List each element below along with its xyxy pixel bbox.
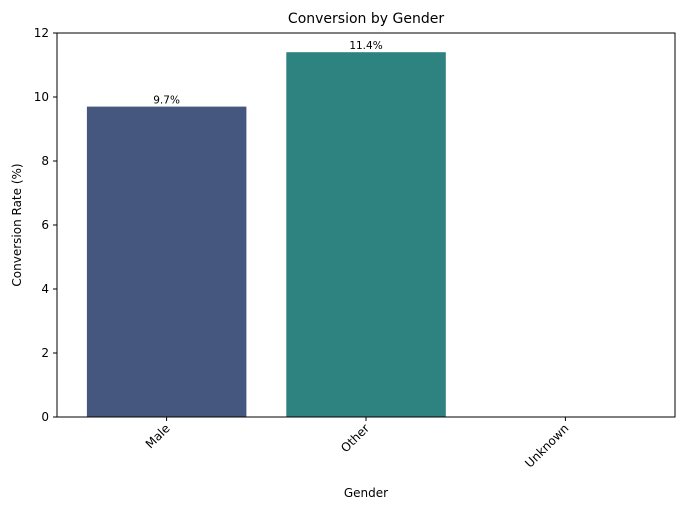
y-axis-label: Conversion Rate (%): [10, 163, 24, 286]
bar-male: [86, 106, 247, 417]
x-tick-label-unknown: Unknown: [522, 421, 571, 470]
bars-group: [86, 52, 446, 417]
y-tick-label: 2: [41, 346, 49, 360]
data-labels-group: 9.7% 11.4%: [153, 40, 382, 106]
y-tick-label: 6: [41, 218, 49, 232]
y-tick-label: 10: [34, 90, 49, 104]
x-axis-label: Gender: [344, 486, 388, 500]
y-axis: 0 2 4 6 8 10 12: [34, 26, 57, 424]
data-label-other: 11.4%: [349, 40, 382, 52]
bar-other: [286, 52, 446, 417]
x-axis: Male Other Unknown: [143, 417, 572, 471]
y-tick-label: 8: [41, 154, 49, 168]
y-tick-label: 4: [41, 282, 49, 296]
data-label-male: 9.7%: [153, 95, 180, 107]
x-tick-label-male: Male: [143, 421, 173, 451]
y-tick-label: 0: [41, 410, 49, 424]
y-tick-label: 12: [34, 26, 49, 40]
x-tick-label-other: Other: [338, 421, 372, 455]
chart-title: Conversion by Gender: [288, 11, 444, 27]
